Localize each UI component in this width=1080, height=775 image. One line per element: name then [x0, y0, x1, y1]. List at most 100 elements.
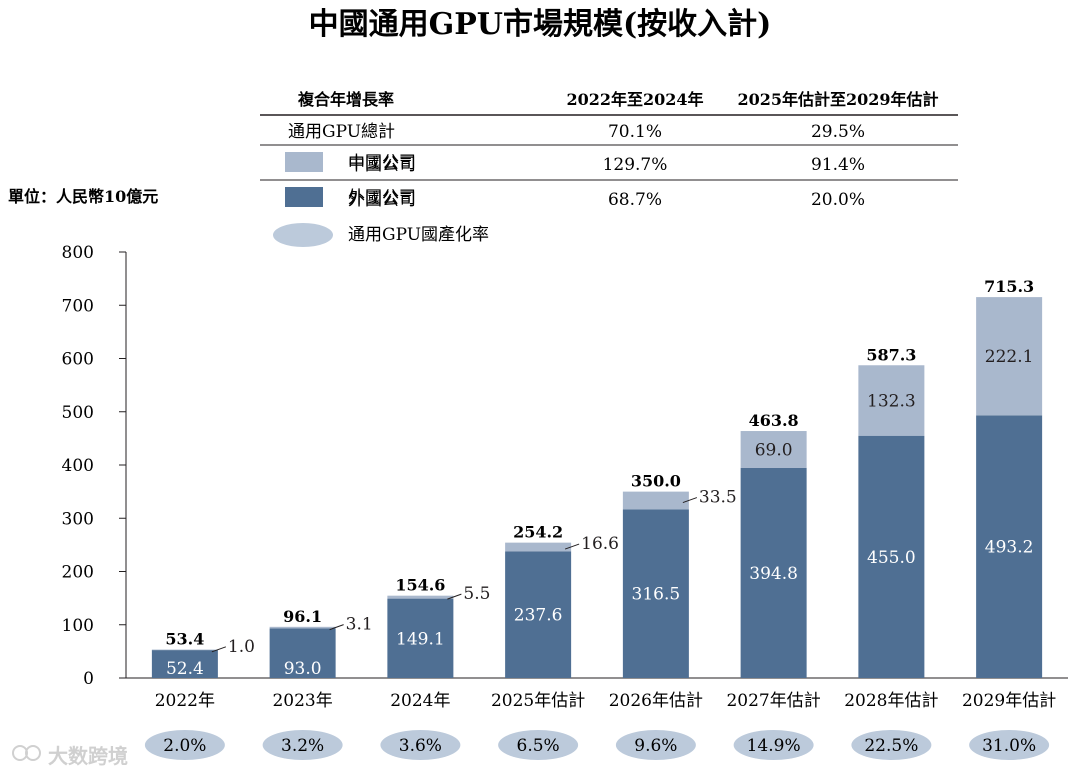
bar-total-label: 254.2	[513, 523, 563, 542]
rate-label: 3.2%	[281, 736, 324, 756]
foreign-value-label: 316.5	[632, 585, 681, 605]
china-value-label: 222.1	[985, 347, 1034, 367]
bar-china	[505, 542, 572, 552]
bar-foreign	[387, 598, 454, 678]
y-tick-label: 700	[62, 296, 94, 316]
watermark: 大数跨境	[48, 744, 128, 768]
china-value-label: 16.6	[581, 534, 619, 554]
table-row-label: 中國公司	[348, 155, 416, 175]
y-tick-label: 0	[83, 669, 94, 689]
rate-label: 9.6%	[634, 736, 677, 756]
china-leader-line	[682, 497, 698, 504]
rate-ellipse	[969, 730, 1050, 760]
rate-ellipse	[144, 730, 225, 760]
china-value-label: 3.1	[346, 615, 373, 635]
table-cell: 129.7%	[603, 155, 668, 175]
bar-foreign	[976, 415, 1043, 678]
rate-label: 3.6%	[399, 736, 442, 756]
unit-label: 單位：人民幣10億元	[8, 187, 158, 206]
x-tick-label: 2022年	[155, 691, 215, 711]
y-tick-label: 200	[62, 563, 94, 583]
rate-ellipse	[851, 730, 932, 760]
table-cell: 70.1%	[608, 122, 662, 142]
bar-total-label: 715.3	[984, 277, 1034, 296]
bar-china	[740, 431, 807, 468]
x-tick-label: 2023年	[272, 691, 332, 711]
foreign-value-label: 394.8	[749, 564, 798, 584]
legend-swatch-foreign	[285, 187, 323, 207]
rate-label: 2.0%	[163, 736, 206, 756]
bar-total-label: 350.0	[631, 472, 681, 491]
bar-foreign	[622, 509, 689, 678]
y-tick-label: 800	[62, 243, 94, 263]
china-value-label: 132.3	[867, 391, 916, 411]
bar-china	[858, 365, 925, 436]
y-tick-label: 100	[62, 616, 94, 636]
rate-label: 6.5%	[517, 736, 560, 756]
bar-total-label: 154.6	[395, 576, 445, 595]
rate-label: 31.0%	[982, 736, 1036, 756]
rate-ellipse	[733, 730, 814, 760]
chart-title: 中國通用GPU市場規模(按收入計)	[309, 7, 772, 42]
china-value-label: 69.0	[755, 440, 793, 460]
foreign-value-label: 237.6	[514, 606, 563, 626]
bar-china	[269, 626, 336, 629]
bar-china	[976, 297, 1043, 416]
china-leader-line	[564, 543, 580, 550]
bars: 52.4 1.0 53.4 2022年 93.0 3.1 96.1 2023年 149.1 5.5…	[151, 277, 1056, 711]
x-tick-label: 2026年估計	[609, 691, 703, 711]
bar-foreign	[269, 628, 336, 678]
y-tick-label: 600	[62, 350, 94, 370]
rate-ellipse	[498, 730, 579, 760]
bar-total-label: 53.4	[165, 630, 204, 649]
foreign-value-label: 149.1	[396, 629, 445, 649]
axes: 0 100 200 300 400 500 600 700 800	[62, 243, 1068, 689]
bar-total-label: 587.3	[866, 345, 916, 364]
bar-total-label: 463.8	[749, 411, 799, 430]
bar-foreign	[151, 650, 218, 678]
legend-label-china: 中國公司	[348, 153, 416, 173]
table-header: 2022年至2024年	[566, 90, 703, 109]
localization-rates: 2.0% 3.2% 3.6% 6.5% 9.6% 14.9% 22.5% 31.0%	[144, 730, 1050, 760]
legend-label-foreign: 外國公司	[348, 188, 416, 208]
foreign-value-label: 93.0	[284, 659, 322, 679]
foreign-value-label: 455.0	[867, 548, 916, 568]
table-cell: 68.7%	[608, 190, 662, 210]
china-leader-line	[211, 646, 227, 653]
x-tick-label: 2025年估計	[491, 691, 585, 711]
china-value-label: 5.5	[463, 584, 490, 604]
china-value-label: 1.0	[228, 637, 255, 657]
bar-foreign	[858, 435, 925, 678]
legend-label-rate: 通用GPU國產化率	[348, 225, 489, 245]
x-tick-label: 2024年	[390, 691, 450, 711]
x-tick-label: 2027年估計	[726, 691, 820, 711]
rate-label: 22.5%	[864, 736, 918, 756]
table-cell: 91.4%	[811, 155, 865, 175]
bar-foreign	[740, 467, 807, 678]
rate-ellipse	[262, 730, 343, 760]
y-tick-label: 500	[62, 403, 94, 423]
x-tick-label: 2028年估計	[844, 691, 938, 711]
bar-china	[387, 595, 454, 599]
y-tick-label: 400	[62, 456, 94, 476]
legend-swatch-rate	[273, 223, 333, 247]
rate-ellipse	[615, 730, 696, 760]
rate-label: 14.9%	[747, 736, 801, 756]
legend-swatch-china	[285, 152, 323, 172]
table-row-label: 通用GPU總計	[288, 122, 395, 142]
bar-total-label: 96.1	[283, 607, 322, 626]
china-leader-line	[329, 624, 344, 631]
bar-china	[151, 649, 218, 651]
table-header: 複合年增長率	[297, 90, 394, 109]
china-leader-line	[447, 593, 462, 600]
table-header: 2025年估計至2029年估計	[737, 90, 938, 109]
bar-china	[622, 491, 689, 510]
table-cell: 29.5%	[811, 122, 865, 142]
table-cell: 20.0%	[811, 190, 865, 210]
x-tick-label: 2029年估計	[962, 691, 1056, 711]
foreign-value-label: 52.4	[166, 659, 204, 679]
china-value-label: 33.5	[699, 488, 737, 508]
